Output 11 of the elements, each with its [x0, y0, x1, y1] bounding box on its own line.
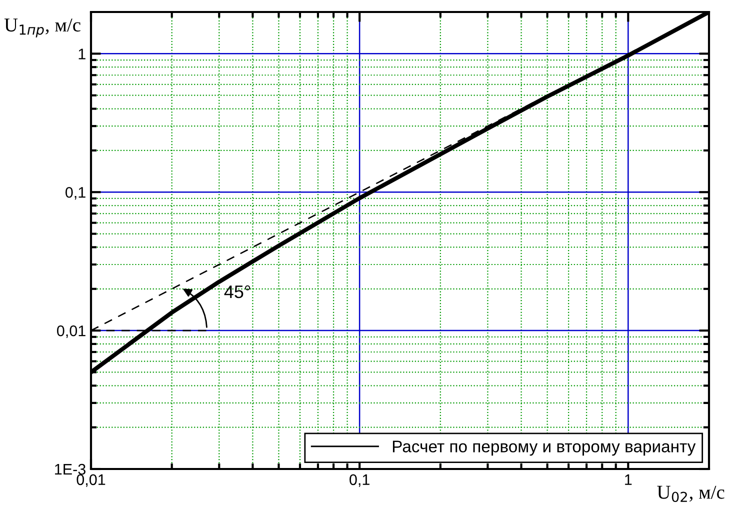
x-tick-label: 0,01	[76, 474, 106, 487]
y-axis-title: U$_{1пр}$, м/с	[4, 18, 80, 38]
y-tick-label: 1E-3	[55, 464, 86, 475]
legend-label: Расчет по первому и второму варианту	[392, 440, 696, 456]
y-tick-label: 0,01	[57, 325, 86, 338]
x-tick-label: 0,1	[350, 474, 370, 487]
y-tick-label: 0,1	[66, 186, 86, 200]
x-tick-label: 1	[625, 474, 632, 485]
y-tick-label: 1	[78, 48, 86, 60]
x-axis-title: U$_{02}$, м/с	[657, 486, 724, 502]
annotation: 45°	[224, 285, 250, 298]
